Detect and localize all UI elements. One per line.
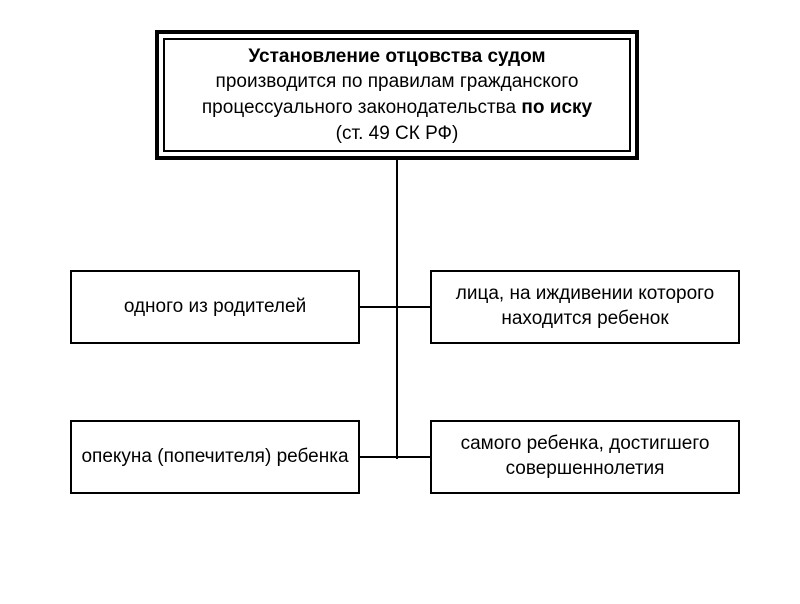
root-node-label: Установление отцовства судомпроизводится…	[165, 38, 629, 153]
child-node-label: опекуна (попечителя) ребенка	[72, 445, 358, 470]
connector	[360, 306, 396, 308]
child-node-label: одного из родителей	[72, 295, 358, 320]
root-node: Установление отцовства судомпроизводится…	[155, 30, 639, 160]
diagram-canvas: Установление отцовства судомпроизводится…	[0, 0, 800, 604]
child-node-1: лица, на иждивении которого находится ре…	[430, 270, 740, 344]
connector	[396, 456, 430, 458]
child-node-label: лица, на иждивении которого находится ре…	[432, 282, 738, 331]
connector	[396, 306, 430, 308]
child-node-3: самого ребенка, достигшего совершеннолет…	[430, 420, 740, 494]
child-node-2: опекуна (попечителя) ребенка	[70, 420, 360, 494]
connector	[360, 456, 396, 458]
child-node-0: одного из родителей	[70, 270, 360, 344]
child-node-label: самого ребенка, достигшего совершеннолет…	[432, 432, 738, 481]
connector	[396, 160, 398, 459]
